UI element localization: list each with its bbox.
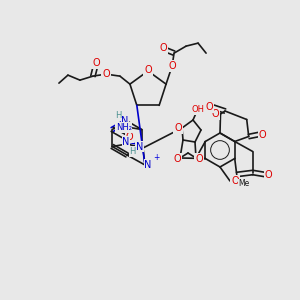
Text: O: O <box>159 43 167 53</box>
Text: O: O <box>212 109 219 119</box>
Text: O: O <box>144 65 152 75</box>
Text: O: O <box>92 58 100 68</box>
Text: O: O <box>259 130 266 140</box>
Text: O: O <box>174 123 182 133</box>
Text: NH₂: NH₂ <box>116 123 132 132</box>
Text: O: O <box>265 169 272 179</box>
Text: N: N <box>136 142 143 152</box>
Text: N: N <box>144 160 152 170</box>
Text: H: H <box>115 110 121 119</box>
Text: O: O <box>173 154 181 164</box>
Text: O: O <box>195 154 203 164</box>
Text: N: N <box>121 116 129 126</box>
Text: +: + <box>153 154 159 163</box>
Text: O: O <box>205 102 213 112</box>
Text: Me: Me <box>238 179 250 188</box>
Text: O: O <box>231 176 239 186</box>
Text: OH: OH <box>191 106 205 115</box>
Text: N: N <box>122 137 130 147</box>
Text: O: O <box>168 61 176 71</box>
Text: O: O <box>102 69 110 79</box>
Text: H: H <box>130 147 136 156</box>
Text: O: O <box>125 133 133 142</box>
